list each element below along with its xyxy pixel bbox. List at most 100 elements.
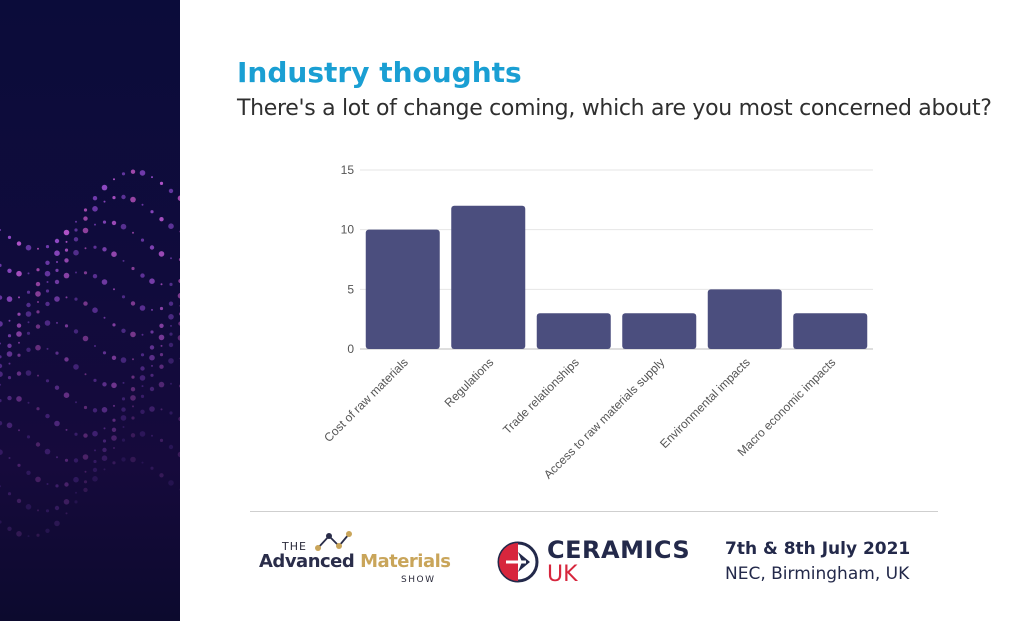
particle-dot	[54, 420, 60, 427]
particle-dot	[130, 456, 136, 463]
footer-divider	[250, 511, 938, 512]
ceramics-uk-logo: CERAMICS UK	[496, 536, 696, 588]
particle-dot	[170, 382, 172, 385]
particle-dot	[73, 237, 79, 242]
particle-dot	[0, 449, 3, 455]
particle-dot	[130, 331, 136, 338]
particle-dot	[102, 247, 107, 252]
particle-dot	[94, 449, 96, 452]
particle-dot	[113, 288, 115, 291]
bar	[536, 313, 611, 349]
particle-dot	[121, 438, 126, 442]
particle-dot	[178, 258, 180, 262]
particle-dot	[0, 342, 1, 345]
particle-dot	[7, 395, 12, 401]
ceramics-globe-icon	[497, 541, 539, 583]
particle-dot	[113, 447, 115, 449]
particle-dot	[170, 257, 172, 260]
particle-dot	[25, 311, 32, 317]
particle-dot	[177, 335, 180, 341]
particle-dot	[27, 321, 30, 324]
particle-dot	[121, 397, 126, 401]
particle-dot	[101, 407, 108, 413]
particle-dot	[56, 456, 58, 459]
particle-dot	[122, 426, 125, 428]
particle-dot	[64, 482, 69, 487]
particle-dot	[0, 263, 2, 267]
particle-dot	[8, 319, 11, 322]
particle-dot	[168, 358, 174, 364]
particle-dot	[150, 466, 154, 470]
particle-dot	[169, 282, 173, 286]
particle-dot	[177, 451, 180, 458]
particle-dot	[0, 421, 3, 426]
particle-dot	[112, 196, 116, 200]
particle-dot	[93, 378, 97, 382]
bar	[365, 229, 440, 349]
particle-dot	[179, 488, 180, 491]
particle-dot	[150, 373, 154, 377]
y-tick-label: 10	[341, 223, 355, 237]
particle-dot	[8, 362, 11, 365]
particle-dot	[103, 427, 106, 430]
particle-dot	[45, 379, 50, 383]
particle-dot	[7, 526, 12, 531]
particle-dot	[178, 312, 180, 316]
particle-dot	[130, 301, 136, 306]
particle-dot	[120, 223, 127, 230]
particle-dot	[92, 467, 98, 473]
particle-dot	[63, 229, 70, 236]
logo-word-advanced: Advanced	[259, 551, 355, 572]
particle-dot	[151, 364, 153, 367]
particle-dot	[122, 259, 125, 262]
x-category-label: Regulations	[442, 355, 497, 410]
particle-dot	[158, 334, 165, 341]
ceramics-text: CERAMICS	[547, 536, 691, 564]
particle-dot	[101, 184, 108, 191]
particle-dot	[132, 231, 134, 234]
event-venue: NEC, Birmingham, UK	[725, 564, 910, 584]
particle-dot	[36, 268, 40, 272]
particle-dot	[83, 216, 88, 221]
particle-dot	[149, 245, 155, 250]
particle-dot	[130, 433, 136, 438]
particle-dot	[101, 279, 108, 285]
slide-title: Industry thoughts	[237, 56, 522, 89]
particle-dot	[54, 520, 60, 527]
particle-dot	[102, 439, 107, 443]
particle-dot	[151, 434, 153, 437]
particle-dot	[170, 324, 172, 327]
particle-dot	[18, 296, 20, 299]
particle-dot	[159, 364, 164, 369]
particle-dot	[7, 235, 12, 239]
logo-show-text: SHOW	[401, 575, 436, 585]
particle-dot	[25, 244, 32, 251]
particle-dot	[168, 444, 174, 450]
particle-dot	[16, 498, 22, 504]
particle-dot	[84, 373, 87, 376]
particle-dot	[92, 274, 98, 279]
particle-dot	[64, 248, 69, 252]
particle-dot	[0, 371, 3, 377]
particle-dot	[131, 416, 135, 420]
particle-dot	[45, 528, 50, 533]
particle-dot	[179, 357, 180, 360]
particle-dot	[149, 345, 155, 350]
particle-dot	[111, 251, 117, 257]
particle-dot	[168, 188, 174, 194]
particle-dot	[45, 413, 50, 419]
x-category-label: Macro economic impacts	[735, 355, 839, 459]
y-tick-label: 15	[341, 163, 355, 177]
particle-dot	[111, 382, 117, 389]
slide-subtitle: There's a lot of change coming, which ar…	[237, 96, 992, 121]
bar	[707, 289, 782, 349]
particle-dot	[6, 351, 13, 357]
particle-dot	[82, 335, 89, 342]
particle-dot	[82, 454, 89, 460]
particle-dot	[121, 194, 126, 200]
particle-dot	[141, 385, 144, 388]
particle-dot	[74, 432, 78, 436]
particle-dot	[64, 458, 69, 462]
particle-dot	[101, 455, 108, 462]
particle-dot	[35, 442, 41, 447]
